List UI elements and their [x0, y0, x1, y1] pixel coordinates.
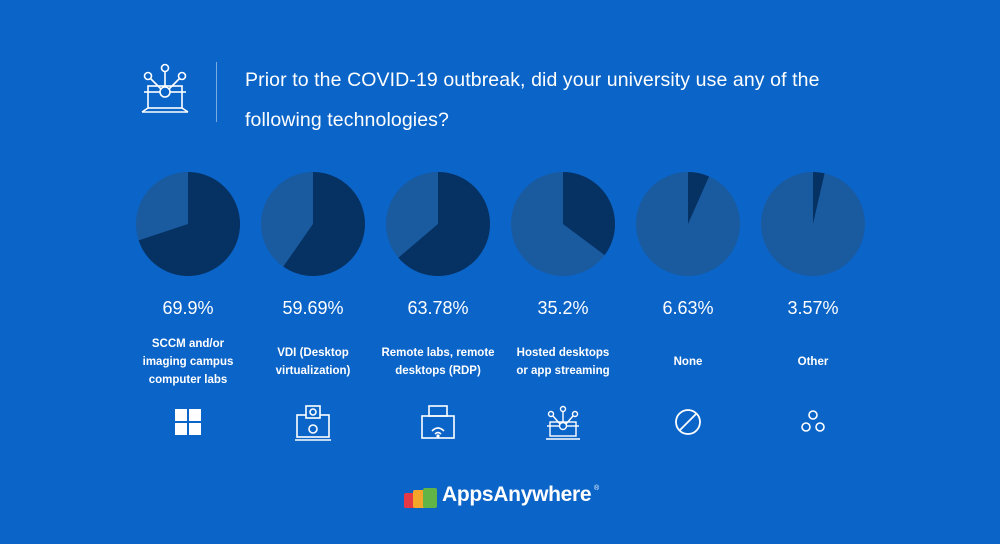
- prohibited-icon: [675, 409, 701, 435]
- windows-icon: [175, 409, 201, 435]
- header: Prior to the COVID-19 outbreak, did your…: [140, 58, 900, 138]
- network-laptop-icon: [546, 405, 580, 440]
- pie-chart-4: [511, 172, 615, 276]
- percentage-label: 69.9%: [162, 298, 214, 318]
- percentage-label: 3.57%: [787, 298, 839, 318]
- percentage-label: 63.78%: [407, 298, 469, 318]
- pie-group-3: 63.78% Remote labs, remote desktops (RDP): [368, 170, 508, 442]
- pie-chart-6: [761, 172, 865, 276]
- webcam-monitor-icon: [295, 405, 331, 441]
- category-label: Remote labs, remote desktops (RDP): [381, 347, 495, 377]
- pie-group-1: 69.9% SCCM and/or imaging campus computer l…: [118, 170, 258, 442]
- pie-group-6: 3.57% Other: [743, 170, 883, 442]
- pie-slice-value: [138, 172, 241, 276]
- pie-chart-row: 69.9% SCCM and/or imaging campus computer l…: [0, 170, 1000, 450]
- pie-slice-value: [398, 172, 491, 276]
- pie-slice-value: [688, 172, 710, 224]
- registered-mark: ®: [594, 485, 600, 492]
- percentage-label: 6.63%: [662, 298, 714, 318]
- logo-text: AppsAnywhere: [442, 483, 592, 506]
- three-circles-icon: [801, 410, 825, 432]
- category-label: Other: [797, 356, 829, 368]
- pie-group-2: 59.69% VDI (Desktop virtualization): [243, 170, 383, 442]
- category-label: VDI (Desktop virtualization): [275, 347, 351, 377]
- category-label: Hosted desktops or app streaming: [516, 347, 610, 377]
- percentage-label: 59.69%: [282, 298, 344, 318]
- chart-title: Prior to the COVID-19 outbreak, did your…: [245, 69, 820, 131]
- logo-mark-icon: [404, 488, 437, 508]
- pie-slice-value: [563, 172, 615, 256]
- printer-wifi-icon: [421, 405, 455, 439]
- category-label: SCCM and/or imaging campus computer labs: [142, 338, 234, 386]
- pie-slice-value: [283, 172, 365, 276]
- pie-group-4: 35.2% Hosted desktops or app streaming: [493, 170, 633, 442]
- network-laptop-icon: [141, 63, 189, 113]
- category-label: None: [673, 356, 703, 368]
- percentage-label: 35.2%: [537, 298, 589, 318]
- pie-group-5: 6.63% None: [618, 170, 758, 442]
- apps-anywhere-logo: AppsAnywhere ®: [404, 482, 604, 512]
- pie-slice-value: [813, 172, 825, 224]
- pie-chart-3: [386, 172, 491, 276]
- pie-chart-1: [136, 172, 241, 276]
- pie-chart-2: [261, 172, 365, 276]
- header-divider: [216, 62, 217, 122]
- pie-chart-5: [636, 172, 740, 276]
